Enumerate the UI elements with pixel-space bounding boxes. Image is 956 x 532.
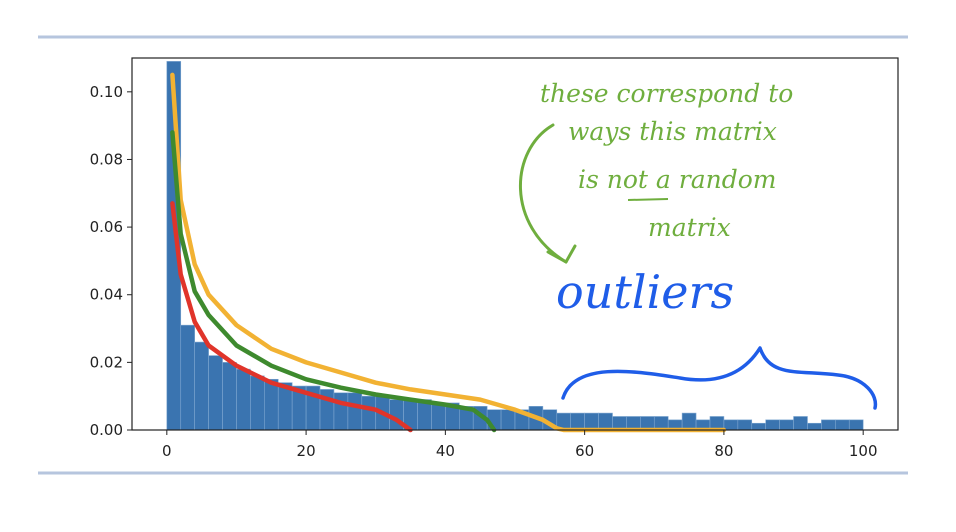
y-axis-ticks: 0.00 0.02 0.04 0.06 0.08 0.10 [90, 83, 132, 439]
outliers-brace [561, 346, 878, 410]
histogram-bar [765, 419, 780, 431]
x-axis-ticks: 0 20 40 60 80 100 [162, 430, 878, 460]
histogram-bar [250, 375, 265, 431]
histogram-bar [681, 412, 697, 431]
histogram-bar [431, 402, 446, 431]
x-tick-label: 80 [714, 442, 733, 460]
histogram-bar [598, 412, 613, 431]
histogram-bar [807, 422, 822, 431]
histogram-bar [723, 419, 739, 431]
annotation-line-3: is not a random [578, 165, 777, 194]
histogram-bar [194, 341, 209, 431]
fit-curve-3 [170, 201, 413, 433]
histogram-bar [570, 412, 585, 431]
histogram-bar [180, 324, 195, 431]
green-arrow-curve [518, 123, 568, 264]
fit-curve-1 [170, 72, 727, 433]
histogram-bar [333, 392, 349, 431]
blue-annotation: outliers [556, 265, 878, 410]
outliers-label: outliers [556, 265, 734, 319]
y-tick-label: 0.10 [90, 83, 123, 101]
histogram-bar [222, 362, 237, 431]
x-tick-label: 40 [436, 442, 455, 460]
histogram-bar [500, 409, 516, 431]
fit-curves [170, 72, 727, 433]
histogram-bar [835, 419, 850, 431]
histogram-bar [793, 416, 808, 431]
histogram-bar [584, 412, 599, 431]
plot-frame [131, 57, 899, 431]
annotation-line-4: matrix [648, 213, 731, 242]
green-arrow-head [546, 244, 577, 264]
green-annotation: these correspond to ways this matrix is … [518, 79, 793, 264]
y-tick-label: 0.00 [90, 421, 123, 439]
histogram-bar [208, 355, 223, 431]
y-tick-label: 0.04 [90, 286, 123, 304]
histogram-bar [821, 419, 836, 431]
histogram-bar [779, 419, 794, 431]
x-tick-label: 0 [162, 442, 172, 460]
x-tick-label: 20 [297, 442, 316, 460]
annotation-line-1: these correspond to [540, 79, 793, 108]
y-tick-label: 0.02 [90, 353, 123, 371]
x-tick-label: 100 [849, 442, 878, 460]
annotation-line-2: ways this matrix [568, 117, 777, 146]
histogram-bar [236, 368, 251, 431]
not-underline [627, 198, 669, 201]
x-tick-label: 60 [575, 442, 594, 460]
histogram-bar [264, 378, 279, 431]
y-tick-label: 0.08 [90, 150, 123, 168]
histogram-bar [347, 392, 363, 431]
y-tick-label: 0.06 [90, 218, 123, 236]
histogram-bar [737, 419, 753, 431]
fit-curve-2 [170, 130, 497, 433]
histogram-bar [751, 422, 766, 431]
histogram-bar [361, 395, 377, 431]
histogram-bar [848, 419, 864, 431]
